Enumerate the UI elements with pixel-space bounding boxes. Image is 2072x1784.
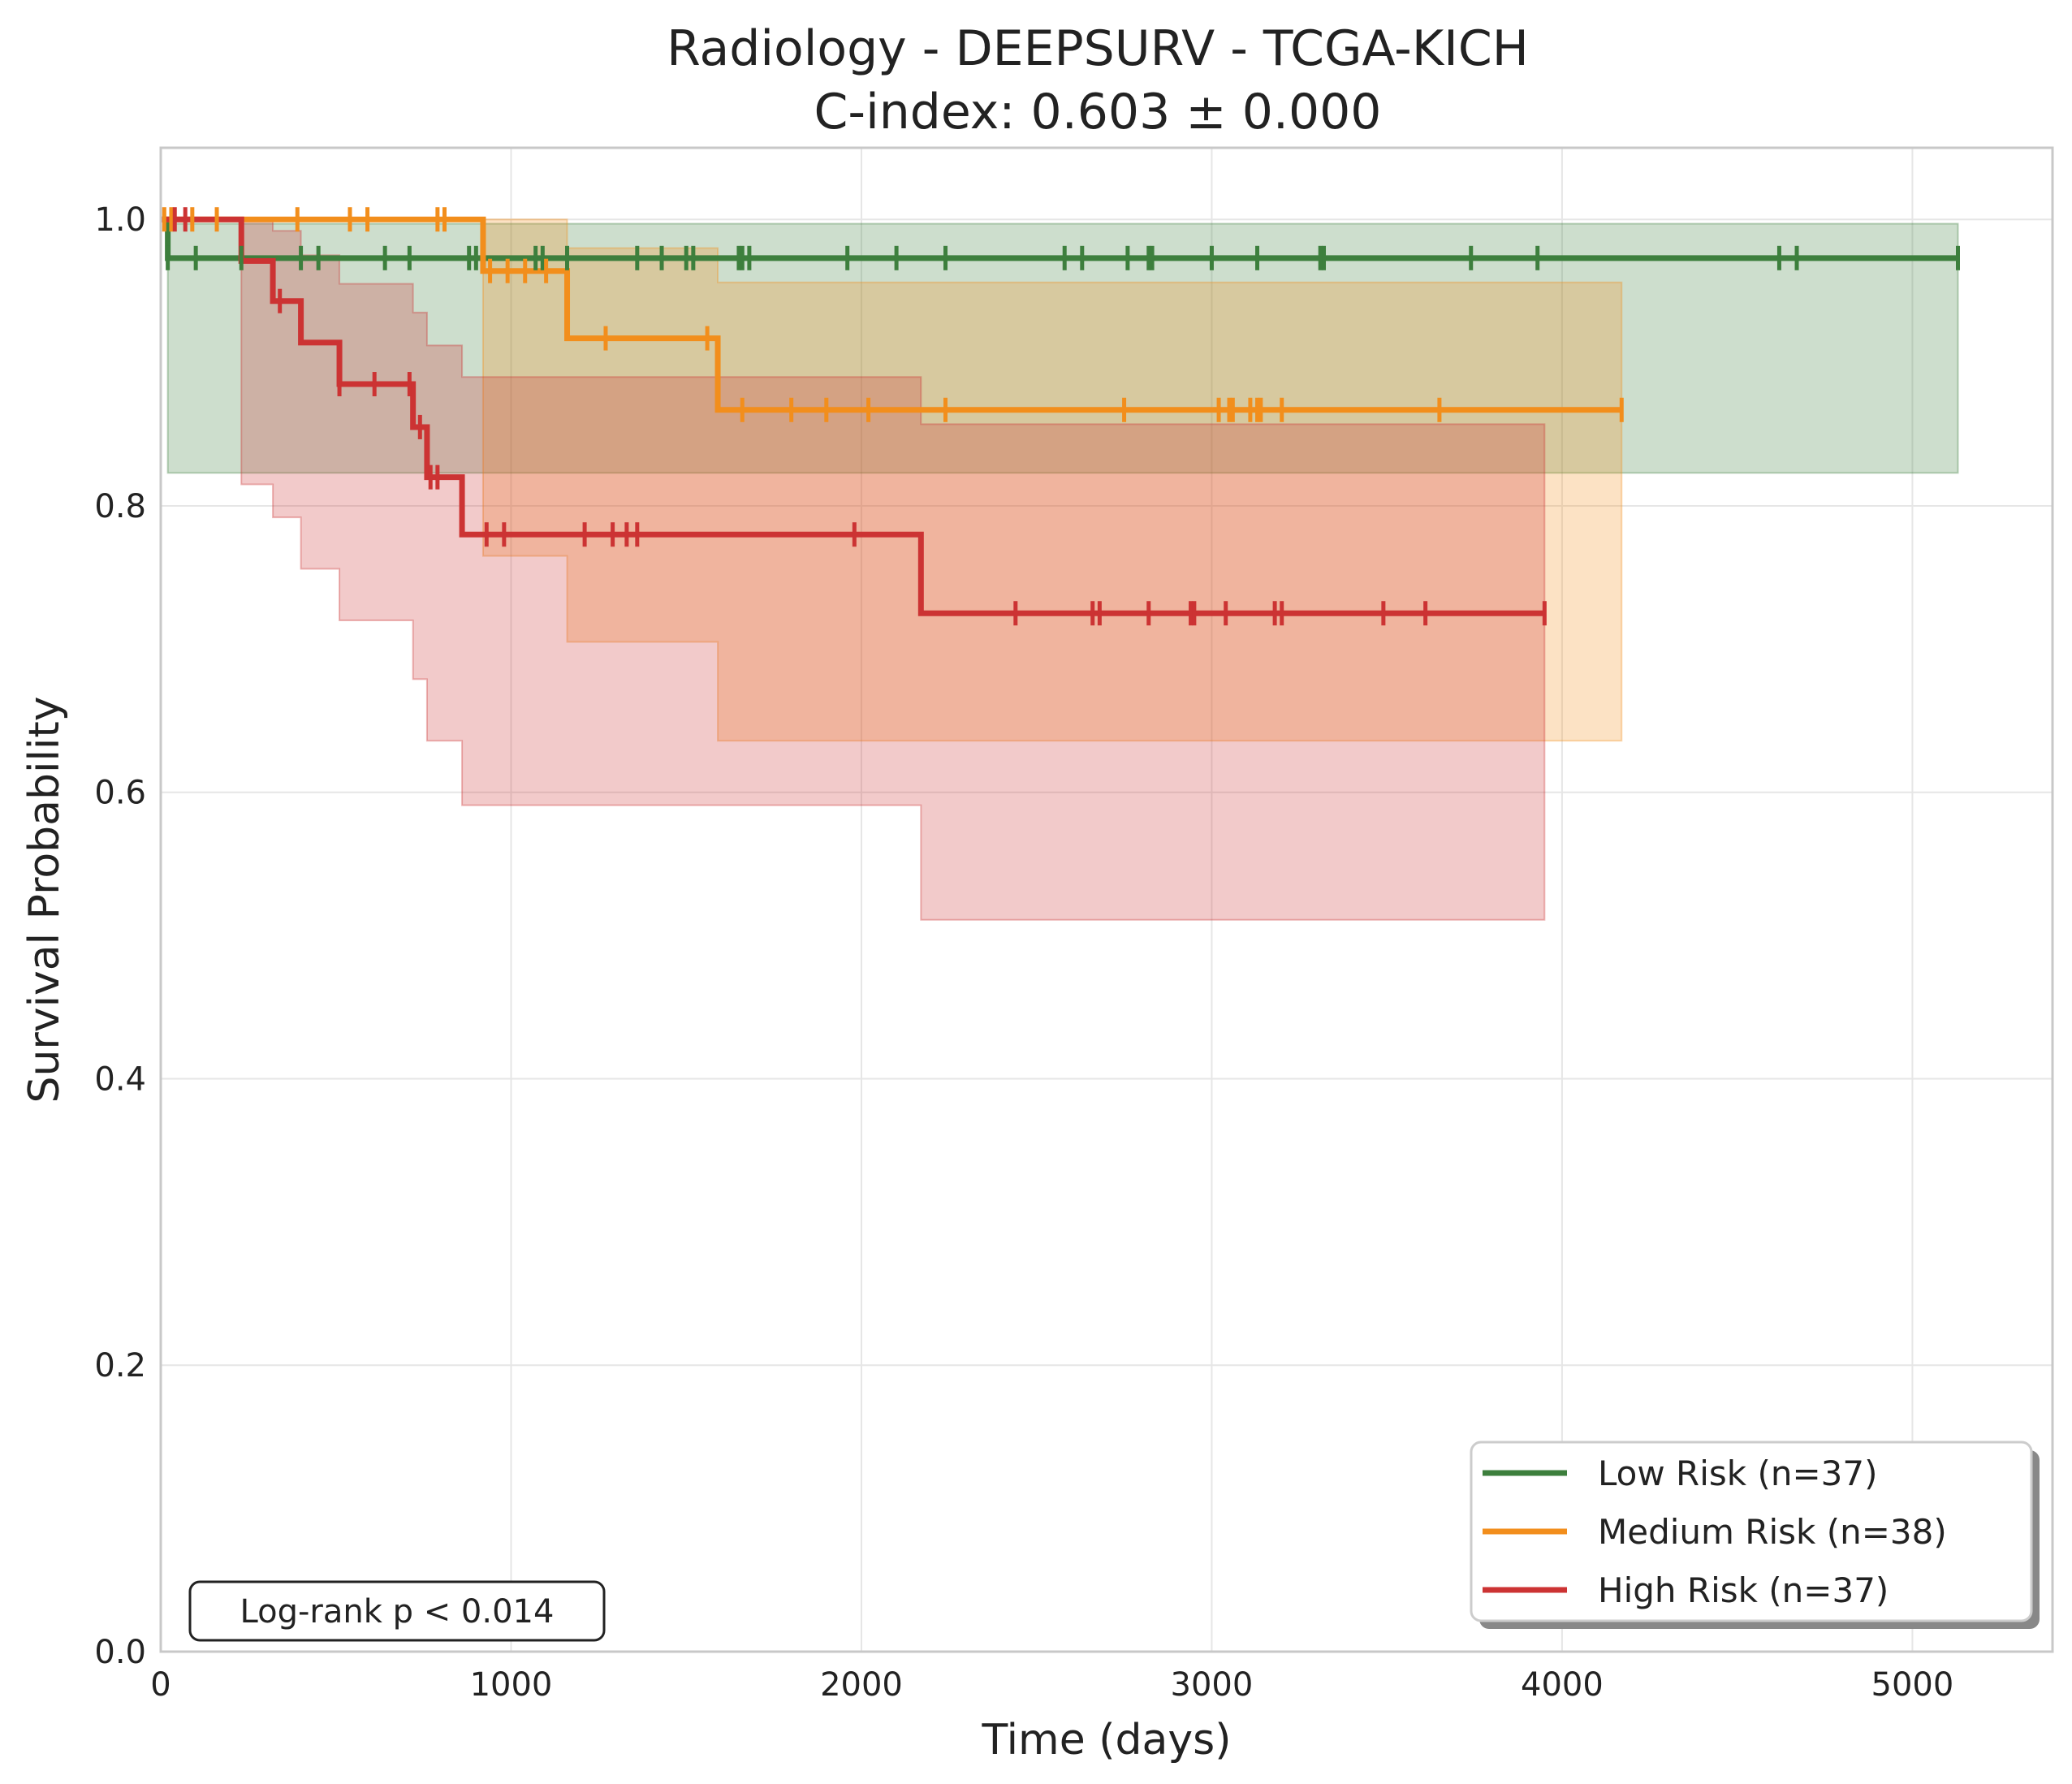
censor-marks [162, 207, 1960, 626]
y-axis-label: Survival Probability [20, 696, 69, 1103]
ci-band-1 [161, 218, 1623, 742]
y-tick-label: 1.0 [94, 201, 146, 239]
ci-band-2 [240, 219, 1546, 921]
annotation-box [188, 1580, 606, 1642]
y-tick-label: 0.4 [94, 1060, 146, 1098]
chart-title: Radiology - DEEPSURV - TCGA-KICH [667, 20, 1529, 77]
x-tick-label: 0 [150, 1666, 171, 1704]
x-axis-ticks: 0 1000 2000 3000 4000 5000 [150, 1666, 1953, 1704]
y-tick-label: 0.8 [94, 488, 146, 525]
legend-label-1: Medium Risk (n=38) [1598, 1512, 1947, 1552]
legend-box [1470, 1441, 2033, 1622]
x-tick-label: 3000 [1171, 1666, 1254, 1704]
x-tick-label: 1000 [470, 1666, 553, 1704]
y-tick-label: 0.6 [94, 775, 146, 812]
plot-frame [159, 146, 2054, 1653]
y-axis-ticks: 0.0 0.2 0.4 0.6 0.8 1.0 [94, 201, 146, 1671]
legend-label-2: High Risk (n=37) [1598, 1570, 1889, 1610]
logrank-text: Log-rank p < 0.014 [240, 1593, 555, 1631]
survival-line-1 [161, 216, 1622, 413]
legend-label-0: Low Risk (n=37) [1598, 1454, 1878, 1493]
x-tick-label: 5000 [1871, 1666, 1954, 1704]
logrank-annotation: Log-rank p < 0.014 [188, 1580, 606, 1642]
legend: Low Risk (n=37) Medium Risk (n=38) High Ri… [1470, 1441, 2040, 1629]
y-tick-label: 0.0 [94, 1634, 146, 1671]
grid-lines [160, 148, 2053, 1652]
x-axis-label: Time (days) [981, 1716, 1231, 1765]
x-tick-label: 2000 [820, 1666, 903, 1704]
y-tick-label: 0.2 [94, 1347, 146, 1384]
chart-subtitle: C-index: 0.603 ± 0.000 [814, 84, 1382, 140]
x-tick-label: 4000 [1521, 1666, 1604, 1704]
